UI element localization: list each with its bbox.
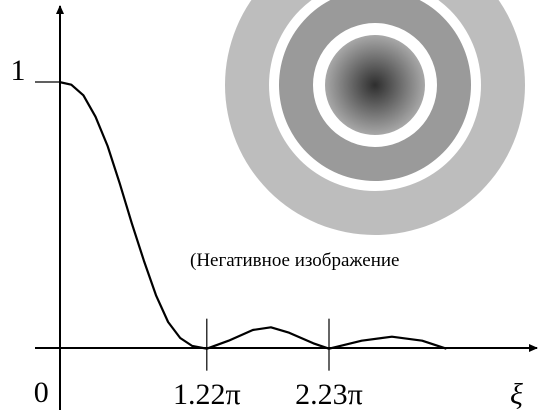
x-tick-label: 0 xyxy=(34,376,49,409)
annotation: (Негативное изображение xyxy=(190,250,399,271)
airy-rings xyxy=(225,0,525,235)
x-tick-label: 1.22π xyxy=(173,378,241,411)
x-axis-label: ξ xyxy=(510,378,523,411)
x-tick-label: 2.23π xyxy=(295,378,363,411)
y-tick-label: 1 xyxy=(11,54,26,87)
chart: (Негативное изображение ξ 0 1.22π 2.23π 1 xyxy=(0,0,543,419)
